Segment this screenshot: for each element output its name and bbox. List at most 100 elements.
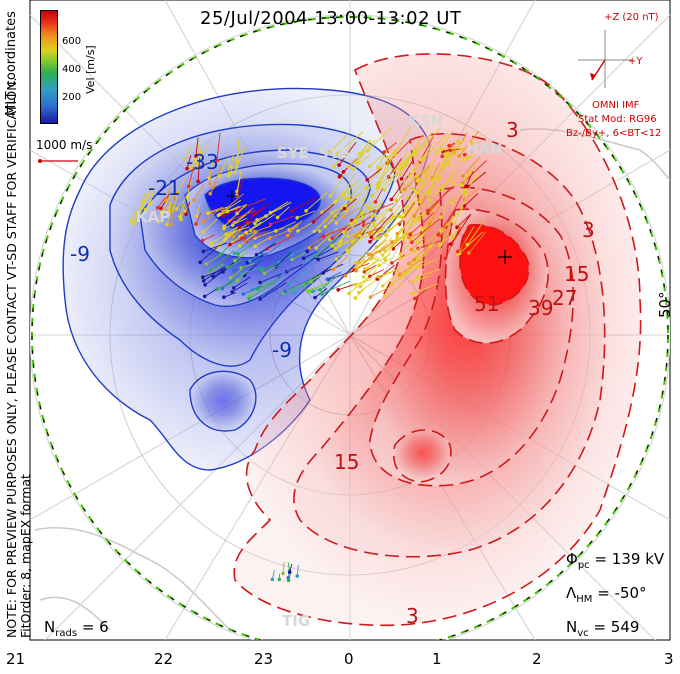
imf-source: OMNI IMF — [592, 100, 640, 111]
vector-origin — [239, 266, 243, 270]
velocity-vector — [234, 242, 249, 254]
velocity-vector — [391, 268, 415, 285]
velocity-vector — [176, 200, 183, 210]
velocity-vector — [464, 151, 471, 156]
velocity-vector — [406, 176, 436, 199]
colorbar-tick-600: 600 — [62, 36, 82, 47]
velocity-vector — [313, 203, 335, 223]
contour-label: 39 — [528, 296, 554, 320]
velocity-vector — [411, 225, 431, 243]
velocity-vector — [375, 188, 383, 203]
vector-origin — [410, 280, 415, 284]
x-tick: 22 — [154, 650, 174, 668]
velocity-vector — [427, 185, 455, 211]
velocity-vector — [446, 151, 458, 159]
potential-min-marker — [226, 190, 238, 202]
velocity-vector — [335, 131, 364, 155]
velocity-vector — [460, 170, 471, 186]
velocity-vector — [225, 226, 250, 235]
velocity-vector — [399, 265, 414, 279]
velocity-vectors — [129, 125, 487, 583]
velocity-vector — [305, 192, 328, 212]
preview-notice: NOTE: FOR PREVIEW PURPOSES ONLY, PLEASE … — [4, 77, 19, 638]
velocity-vector — [409, 160, 421, 176]
velocity-vector — [440, 232, 454, 245]
velocity-vector — [343, 173, 356, 195]
imf-condition: Bz-/By+, 6<BT<12 — [566, 128, 662, 139]
x-tick: 1 — [432, 650, 442, 668]
velocity-vector — [202, 208, 222, 223]
velocity-vector — [355, 223, 368, 238]
velocity-vector — [445, 226, 461, 259]
velocity-vector — [338, 141, 357, 166]
velocity-vector — [427, 188, 451, 214]
cross-polar-potential: Φpc = 139 kV — [566, 550, 665, 571]
velocity-vector — [467, 154, 474, 158]
velocity-vector — [229, 237, 247, 245]
velocity-vector — [399, 201, 416, 225]
velocity-vector — [245, 230, 267, 242]
velocity-vector — [222, 193, 244, 212]
velocity-vector — [428, 161, 448, 192]
velocity-vector — [180, 203, 186, 220]
velocity-vector — [247, 218, 262, 224]
vector-origin — [262, 271, 267, 276]
velocity-vector — [265, 201, 292, 217]
velocity-vector — [230, 269, 242, 279]
velocity-vector — [345, 257, 366, 277]
velocity-vector — [284, 278, 311, 292]
velocity-vector — [234, 251, 249, 261]
vector-origin — [316, 257, 321, 262]
velocity-vector — [401, 210, 417, 230]
velocity-vector — [348, 275, 370, 294]
velocity-vector — [254, 225, 272, 233]
velocity-vector — [227, 205, 240, 212]
radar-count: Nrads = 6 — [44, 618, 109, 639]
velocity-vector — [223, 208, 240, 217]
velocity-vector — [323, 225, 349, 238]
velocity-vector — [468, 231, 487, 254]
velocity-vector — [291, 197, 317, 212]
velocity-vector — [237, 241, 256, 255]
velocity-vector — [423, 211, 437, 229]
velocity-vector — [441, 147, 455, 151]
velocity-vector — [223, 205, 246, 227]
velocity-vector — [319, 276, 337, 291]
velocity-vector — [440, 210, 462, 231]
velocity-vector — [335, 210, 349, 224]
velocity-vector — [358, 278, 378, 293]
velocity-vector — [210, 249, 235, 271]
radar-label-ksn: KSN — [408, 112, 443, 130]
velocity-vector — [356, 139, 375, 163]
velocity-vector — [334, 189, 345, 203]
x-tick: 2 — [532, 650, 542, 668]
velocity-vector — [133, 208, 139, 224]
velocity-vector — [400, 152, 416, 167]
fit-order-label: FitOrder: 8, mapEX format — [18, 474, 33, 638]
velocity-vector — [236, 198, 266, 211]
velocity-vector — [377, 148, 389, 168]
x-tick: 3 — [664, 650, 674, 668]
velocity-vector — [219, 157, 229, 176]
velocity-vector — [406, 182, 427, 208]
velocity-vector — [308, 230, 331, 249]
velocity-vector — [350, 189, 364, 201]
vector-origin — [248, 259, 252, 263]
imf-clock — [578, 30, 632, 88]
velocity-vector — [275, 251, 292, 268]
radar-label-han: HAN — [466, 140, 503, 158]
velocity-vector — [346, 199, 364, 211]
velocity-vector — [259, 273, 282, 283]
velocity-vector — [464, 193, 479, 207]
velocity-vector — [202, 218, 218, 233]
radar-label-kap: KAP — [136, 208, 171, 226]
velocity-vector — [188, 166, 194, 187]
velocity-vector — [175, 178, 187, 194]
velocity-vector — [442, 158, 461, 191]
velocity-vector — [140, 193, 151, 208]
vector-origin — [311, 289, 315, 294]
velocity-vector — [130, 211, 135, 222]
velocity-vector — [416, 174, 430, 194]
velocity-vector — [191, 147, 200, 168]
velocity-vector — [411, 235, 428, 251]
